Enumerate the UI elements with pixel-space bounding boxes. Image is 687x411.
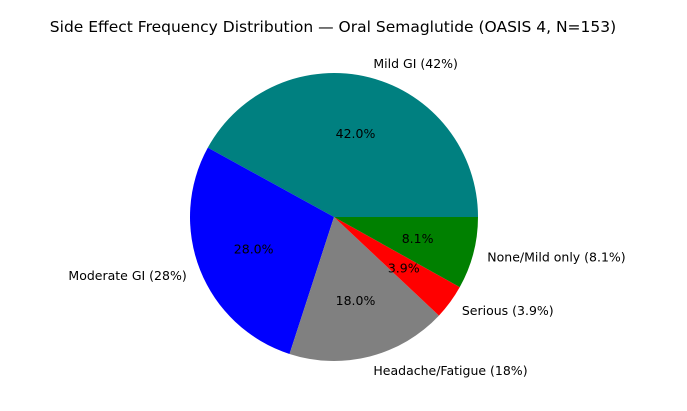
percent-label-serious: 3.9% (388, 261, 420, 276)
category-labels: Mild GI (42%) Moderate GI (28%) Headache/F… (68, 56, 625, 378)
percent-labels: 42.0% 28.0% 18.0% 3.9% 8.1% (234, 126, 434, 308)
slice-label-serious: Serious (3.9%) (462, 303, 554, 318)
slice-label-none-mild-only: None/Mild only (8.1%) (487, 249, 625, 264)
slice-label-mild-gi: Mild GI (42%) (373, 56, 458, 71)
pie-slice-moderate-gi (190, 147, 334, 354)
percent-label-none-mild-only: 8.1% (402, 231, 434, 246)
slice-label-moderate-gi: Moderate GI (28%) (68, 268, 186, 283)
pie-slice-none-mild-only (334, 217, 478, 288)
percent-label-headache-fatigue: 18.0% (336, 293, 376, 308)
slice-label-headache-fatigue: Headache/Fatigue (18%) (373, 363, 527, 378)
chart-title: Side Effect Frequency Distribution — Ora… (50, 18, 616, 36)
pie-slice-headache-fatigue (289, 217, 439, 361)
pie-slices (190, 73, 479, 361)
pie-slice-mild-gi (207, 73, 479, 217)
percent-label-moderate-gi: 28.0% (234, 241, 274, 256)
pie-slice-serious (334, 217, 460, 316)
percent-label-mild-gi: 42.0% (336, 126, 376, 141)
